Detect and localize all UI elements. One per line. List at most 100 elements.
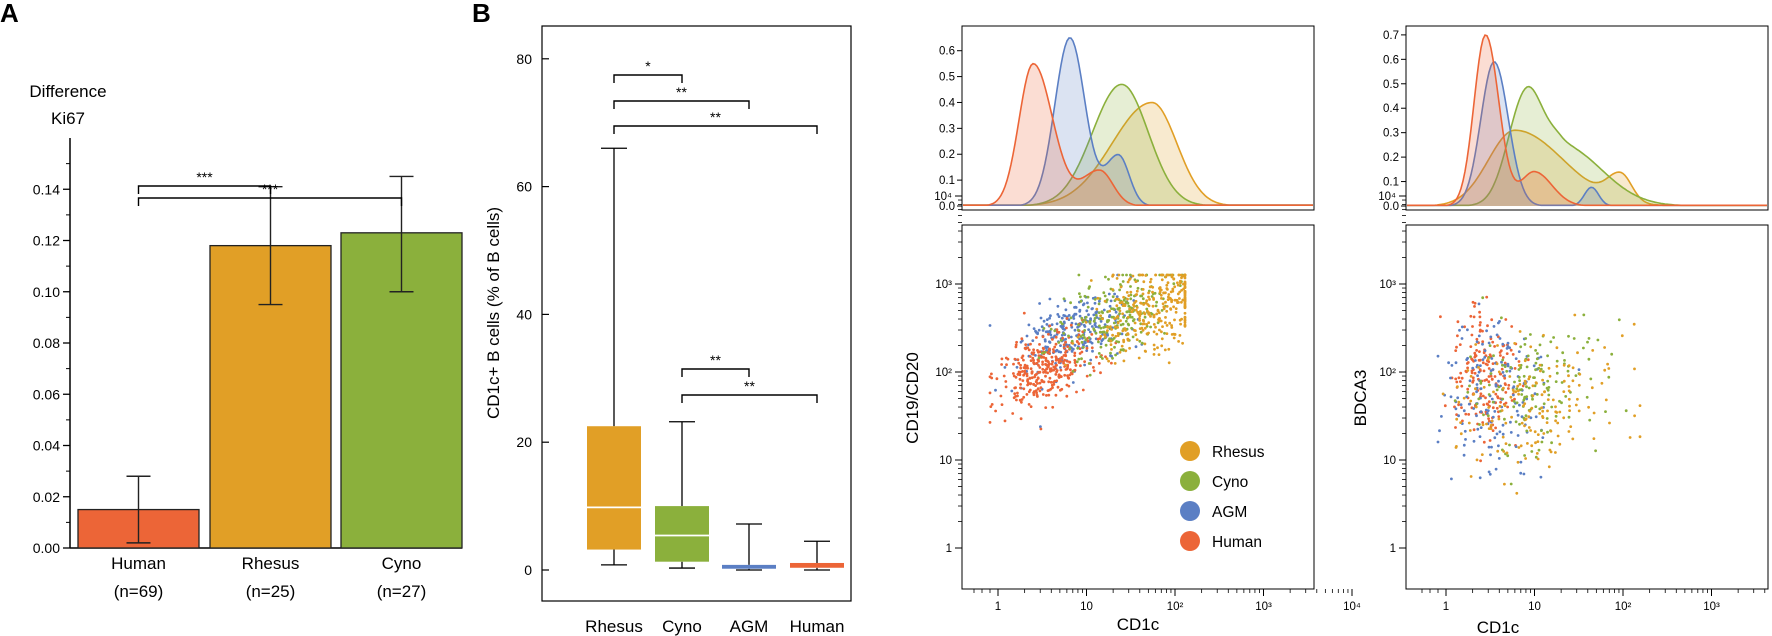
event-dot-cyno — [1554, 414, 1558, 418]
category-label: Rhesus — [585, 617, 643, 636]
event-dot-cyno — [1099, 345, 1103, 349]
event-dot-agm — [1450, 477, 1453, 481]
event-dot-cyno — [1542, 382, 1546, 386]
event-dot-human — [990, 403, 994, 406]
x-tick-label: 1 — [1443, 601, 1449, 613]
event-dot-cyno — [1501, 358, 1505, 362]
event-dot-rhesus — [1638, 435, 1642, 439]
event-dot-rhesus — [1122, 359, 1126, 363]
event-dot-human — [1463, 325, 1466, 329]
hist-y-tick-label: 0.3 — [939, 123, 955, 135]
event-dot-human — [1473, 355, 1477, 359]
event-dot-cyno — [1077, 273, 1081, 277]
event-dot-human — [1037, 364, 1040, 367]
event-dot-cyno — [1125, 273, 1128, 277]
panel-b-significance-2 — [613, 100, 750, 109]
panel-b-significance-1-label: * — [645, 58, 651, 74]
event-dot-cyno — [1501, 363, 1504, 367]
event-dot-rhesus — [1138, 273, 1142, 277]
event-dot-human — [1016, 394, 1019, 398]
event-dot-human — [1073, 358, 1077, 362]
event-dot-human — [1026, 381, 1030, 384]
event-dot-human — [1493, 375, 1497, 378]
event-dot-rhesus — [1517, 364, 1521, 367]
event-dot-rhesus — [1141, 292, 1145, 296]
event-dot-agm — [1108, 315, 1111, 318]
event-dot-rhesus — [1541, 378, 1544, 382]
event-dot-cyno — [1533, 384, 1537, 388]
event-dot-human — [1012, 396, 1016, 400]
panel-b-significance-1 — [613, 74, 683, 83]
event-dot-human — [1481, 361, 1485, 365]
event-dot-rhesus — [1096, 296, 1100, 300]
event-dot-rhesus — [1567, 364, 1571, 367]
event-dot-cyno — [1574, 374, 1578, 377]
hist-y-tick-label: 0.0 — [1383, 201, 1399, 213]
event-dot-cyno — [1088, 320, 1092, 323]
event-dot-rhesus — [1151, 304, 1155, 308]
box-rhesus-whiskers — [601, 147, 627, 566]
event-dot-human — [1037, 354, 1041, 358]
event-dot-rhesus — [1474, 405, 1478, 409]
event-dot-rhesus — [1523, 379, 1527, 383]
event-dot-cyno — [1136, 286, 1140, 290]
event-dot-rhesus — [1143, 342, 1147, 346]
event-dot-agm — [1072, 317, 1076, 320]
event-dot-agm — [1532, 364, 1536, 368]
event-dot-human — [1047, 393, 1051, 397]
panel-a-significance-2 — [137, 197, 403, 206]
event-dot-agm — [1477, 334, 1481, 338]
event-dot-agm — [1064, 308, 1068, 312]
event-dot-human — [1491, 362, 1495, 365]
event-dot-rhesus — [1120, 301, 1124, 304]
event-dot-human — [1073, 354, 1077, 357]
event-dot-human — [1499, 400, 1502, 404]
event-dot-rhesus — [1106, 325, 1109, 329]
event-dot-human — [1085, 374, 1089, 378]
event-dot-agm — [1533, 392, 1537, 396]
event-dot-cyno — [1538, 343, 1542, 347]
event-dot-rhesus — [1545, 421, 1549, 424]
event-dot-human — [1481, 340, 1485, 344]
event-dot-human — [1050, 355, 1054, 359]
event-dot-agm — [1506, 341, 1510, 345]
event-dot-agm — [1498, 337, 1502, 340]
event-dot-human — [1499, 354, 1502, 357]
event-dot-human — [1053, 345, 1057, 349]
event-dot-cyno — [1097, 302, 1101, 306]
event-dot-human — [1038, 370, 1042, 374]
event-dot-rhesus — [1160, 278, 1164, 282]
event-dot-rhesus — [1160, 330, 1163, 334]
event-dot-cyno — [1479, 379, 1483, 383]
event-dot-human — [1047, 363, 1051, 367]
event-dot-human — [1473, 371, 1477, 375]
hist-y-tick-label: 0.4 — [1383, 103, 1400, 115]
event-dot-human — [1085, 346, 1089, 350]
legend-swatch-agm — [1180, 501, 1200, 521]
event-dot-rhesus — [1164, 321, 1167, 325]
event-dot-cyno — [1477, 397, 1481, 401]
event-dot-agm — [1102, 308, 1106, 312]
event-dot-human — [1486, 324, 1489, 328]
event-dot-human — [1475, 337, 1479, 341]
event-dot-agm — [1103, 323, 1107, 326]
event-dot-human — [1454, 349, 1458, 352]
event-dot-cyno — [1112, 321, 1116, 325]
event-dot-agm — [1512, 393, 1515, 397]
event-dot-human — [1473, 305, 1476, 308]
event-dot-rhesus — [1135, 338, 1139, 341]
event-dot-agm — [994, 388, 997, 392]
event-dot-rhesus — [1509, 395, 1513, 399]
event-dot-human — [1027, 403, 1031, 406]
event-dot-rhesus — [1568, 404, 1571, 408]
event-dot-human — [1030, 376, 1034, 380]
event-dot-rhesus — [1179, 322, 1182, 326]
event-dot-rhesus — [1113, 325, 1117, 329]
category-label: Rhesus — [242, 554, 300, 573]
event-dot-rhesus — [1492, 390, 1495, 394]
event-dot-human — [1079, 364, 1082, 368]
event-dot-rhesus — [1183, 282, 1187, 285]
event-dot-cyno — [1092, 319, 1096, 323]
event-dot-cyno — [1478, 423, 1481, 426]
event-dot-human — [1478, 350, 1481, 353]
